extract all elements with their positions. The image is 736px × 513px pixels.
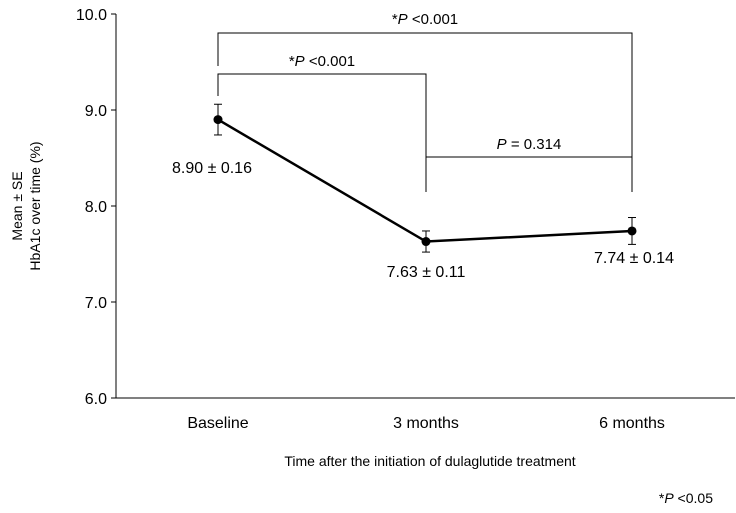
x-axis-label: Time after the initiation of dulaglutide… (284, 453, 575, 469)
y-axis-label-line2: HbA1c over time (%) (27, 141, 43, 270)
footnote: *P <0.05 (659, 490, 713, 506)
y-tick-group: 6.0 7.0 8.0 9.0 10.0 (76, 7, 116, 408)
y-tick-label: 10.0 (76, 7, 107, 24)
significance-label: P = 0.314 (497, 136, 562, 153)
y-axis-label-line1: Mean ± SE (9, 171, 25, 240)
significance-label: *P <0.001 (392, 11, 458, 28)
significance-bracket: *P <0.001 (217, 53, 427, 192)
significance-label: *P <0.001 (289, 53, 355, 70)
data-point (213, 115, 223, 125)
x-tick-group: Baseline 3 months 6 months (187, 415, 665, 432)
data-label-group: 8.90 ± 0.16 7.63 ± 0.11 7.74 ± 0.14 (172, 160, 674, 281)
y-tick-label: 8.0 (85, 199, 107, 216)
significance-bracket-group: *P <0.001 *P <0.001 P = 0.314 (217, 11, 633, 192)
x-tick-label: 6 months (599, 415, 665, 432)
series-line (217, 118, 633, 243)
x-tick-label: Baseline (187, 415, 248, 432)
y-tick-label: 9.0 (85, 103, 107, 120)
data-label: 7.63 ± 0.11 (387, 264, 466, 281)
x-axis: Baseline 3 months 6 months (116, 397, 735, 432)
y-tick-label: 6.0 (85, 391, 107, 408)
data-point (421, 237, 431, 247)
y-axis: 6.0 7.0 8.0 9.0 10.0 (76, 7, 117, 408)
y-tick-label: 7.0 (85, 295, 107, 312)
significance-bracket: *P <0.001 (217, 11, 633, 192)
x-tick-label: 3 months (393, 415, 459, 432)
data-point (627, 226, 637, 236)
significance-bracket: P = 0.314 (425, 136, 633, 192)
data-label: 8.90 ± 0.16 (172, 160, 252, 177)
data-label: 7.74 ± 0.14 (594, 250, 674, 267)
series-group (213, 103, 637, 253)
